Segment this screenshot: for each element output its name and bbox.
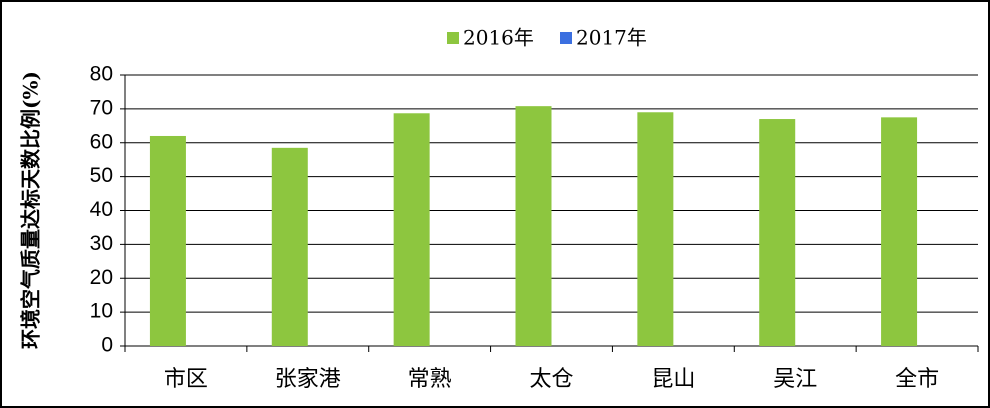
- x-tick-label: 太仓: [529, 367, 573, 392]
- y-tick-label: 0: [101, 334, 113, 357]
- x-tick-label: 张家港: [275, 367, 341, 392]
- legend-swatch: [447, 32, 459, 44]
- y-tick-label: 60: [90, 130, 113, 153]
- x-tick-label: 市区: [164, 367, 208, 392]
- bar: [149, 135, 186, 346]
- x-tick-label: 常熟: [408, 367, 452, 392]
- bar: [393, 113, 430, 346]
- x-tick-label: 昆山: [651, 367, 695, 392]
- y-tick-label: 40: [90, 198, 113, 221]
- bar: [881, 117, 918, 346]
- bar: [271, 147, 308, 346]
- y-tick-label: 70: [90, 96, 113, 119]
- y-tick-label: 50: [90, 164, 113, 187]
- y-tick-label: 80: [90, 63, 113, 86]
- bar: [759, 119, 796, 346]
- bar: [637, 112, 674, 346]
- legend-swatch: [560, 32, 572, 44]
- legend-label: 2017年: [576, 26, 647, 50]
- x-tick-label: 全市: [895, 367, 939, 392]
- y-tick-label: 20: [90, 266, 113, 289]
- y-tick-label: 30: [90, 232, 113, 255]
- y-tick-label: 10: [90, 300, 113, 323]
- x-tick-label: 吴江: [773, 367, 817, 392]
- y-axis-title: 环境空气质量达标天数比例(%): [19, 71, 43, 349]
- legend-label: 2016年: [463, 26, 534, 50]
- bar: [515, 106, 552, 346]
